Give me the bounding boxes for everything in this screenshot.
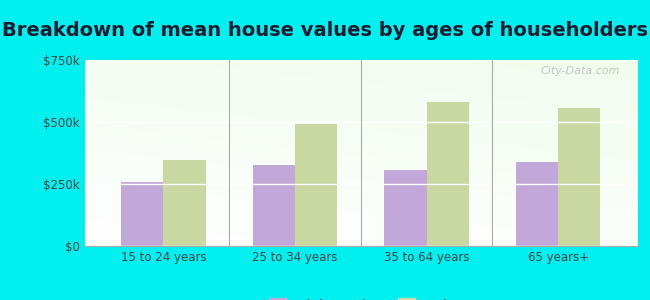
Bar — [558, 108, 600, 246]
Bar — [384, 170, 426, 246]
Text: City-Data.com: City-Data.com — [541, 66, 620, 76]
Bar — [253, 165, 295, 246]
Bar — [122, 182, 163, 246]
Bar — [426, 102, 469, 246]
Legend: Brigham City, Utah: Brigham City, Utah — [264, 293, 458, 300]
Bar — [516, 162, 558, 246]
Bar — [295, 124, 337, 246]
Bar — [163, 160, 205, 246]
Text: Breakdown of mean house values by ages of householders: Breakdown of mean house values by ages o… — [2, 21, 648, 40]
